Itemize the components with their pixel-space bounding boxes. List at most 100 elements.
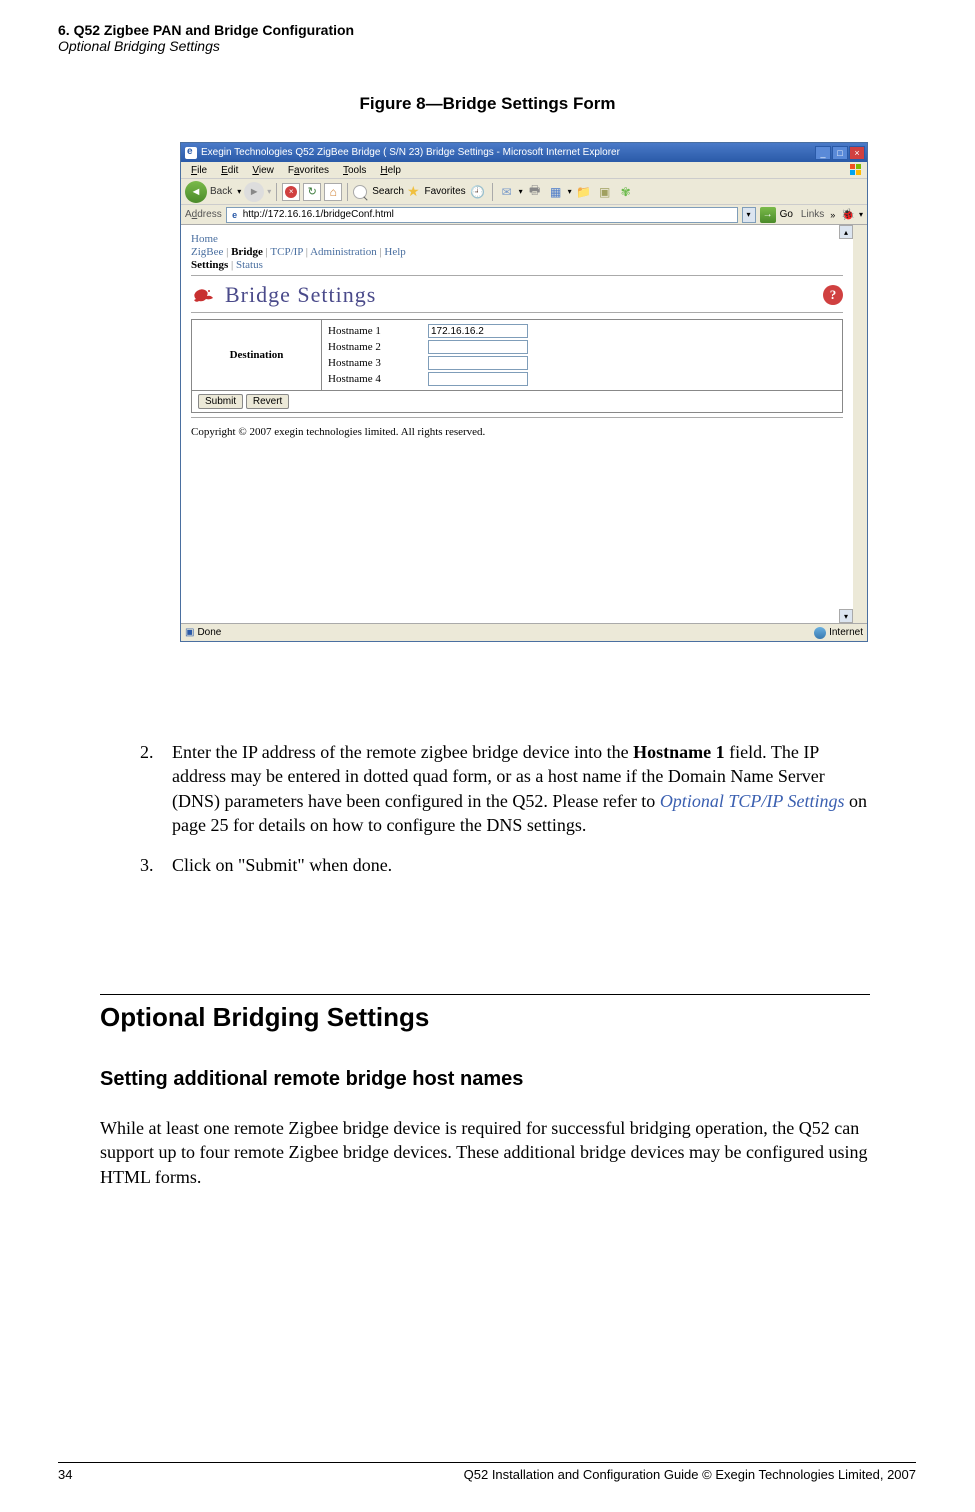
- done-text: Done: [197, 627, 221, 638]
- windows-logo-icon: [849, 163, 863, 177]
- url-text: http://172.16.16.1/bridgeConf.html: [243, 209, 394, 220]
- done-icon: ▣: [185, 627, 194, 638]
- address-dropdown[interactable]: ▾: [742, 207, 756, 223]
- divider: [191, 312, 843, 313]
- folder-icon[interactable]: 📁: [575, 183, 593, 201]
- links-label[interactable]: Links: [801, 209, 824, 220]
- nav-tcpip[interactable]: TCP/IP: [270, 246, 303, 258]
- revert-button[interactable]: Revert: [246, 394, 289, 409]
- figure-caption: Figure 8—Bridge Settings Form: [0, 94, 975, 114]
- window-title: Exegin Technologies Q52 ZigBee Bridge ( …: [201, 147, 620, 158]
- menubar: File Edit View Favorites Tools Help: [181, 162, 867, 179]
- edit-dropdown[interactable]: ▾: [568, 187, 572, 196]
- scroll-down-button[interactable]: ▾: [839, 609, 853, 623]
- page-icon: e: [229, 209, 241, 221]
- footer-text: Q52 Installation and Configuration Guide…: [464, 1467, 916, 1482]
- nav-zigbee[interactable]: ZigBee: [191, 246, 223, 258]
- nav-admin[interactable]: Administration: [310, 246, 377, 258]
- page-heading: Bridge Settings: [225, 282, 376, 308]
- messenger-icon[interactable]: ✾: [617, 183, 635, 201]
- heading-2: Setting additional remote bridge host na…: [100, 1068, 523, 1091]
- refresh-button[interactable]: ↻: [303, 183, 321, 201]
- print-icon[interactable]: 🖶: [526, 183, 544, 201]
- home-button[interactable]: ⌂: [324, 183, 342, 201]
- menu-tools[interactable]: Tools: [337, 165, 372, 176]
- favorites-label[interactable]: Favorites: [425, 186, 466, 197]
- nav-bridge[interactable]: Bridge: [231, 246, 263, 258]
- body-paragraph: While at least one remote Zigbee bridge …: [100, 1116, 870, 1189]
- fwd-dropdown[interactable]: ▾: [267, 187, 271, 196]
- step-3-text: Click on "Submit" when done.: [172, 853, 870, 877]
- button-cell: Submit Revert: [192, 391, 843, 413]
- hostname4-label: Hostname 4: [328, 373, 408, 385]
- browser-window: Exegin Technologies Q52 ZigBee Bridge ( …: [180, 142, 868, 642]
- edit-icon[interactable]: ▦: [547, 183, 565, 201]
- step-2: 2. Enter the IP address of the remote zi…: [140, 740, 870, 837]
- heading-1: Optional Bridging Settings: [100, 1002, 429, 1033]
- scroll-up-button[interactable]: ▴: [839, 225, 853, 239]
- hostname4-input[interactable]: [428, 372, 528, 386]
- address-box[interactable]: e http://172.16.16.1/bridgeConf.html: [226, 207, 738, 223]
- breadcrumb-row3: Settings | Status: [191, 259, 843, 271]
- breadcrumb-row1: Home: [191, 233, 843, 245]
- menu-favorites[interactable]: Favorites: [282, 165, 335, 176]
- nav-status[interactable]: Status: [236, 259, 263, 271]
- hostname3-label: Hostname 3: [328, 357, 408, 369]
- search-label[interactable]: Search: [372, 186, 404, 197]
- hostname2-input[interactable]: [428, 340, 528, 354]
- go-button[interactable]: →: [760, 207, 776, 223]
- step-list: 2. Enter the IP address of the remote zi…: [140, 740, 870, 893]
- step-2-number: 2.: [140, 740, 172, 837]
- section-rule: [100, 994, 870, 995]
- divider: [191, 417, 843, 418]
- links-chevron[interactable]: »: [830, 210, 835, 220]
- plugin-icon[interactable]: 🐞: [841, 208, 855, 221]
- nav-help[interactable]: Help: [384, 246, 405, 258]
- destination-label: Destination: [192, 320, 322, 391]
- nav-settings[interactable]: Settings: [191, 259, 228, 271]
- hostname-cell: Hostname 1 Hostname 2 Hostname 3 Ho: [322, 320, 843, 391]
- menu-view[interactable]: View: [246, 165, 280, 176]
- mail-dropdown[interactable]: ▾: [519, 187, 523, 196]
- running-header: 6. Q52 Zigbee PAN and Bridge Configurati…: [58, 22, 354, 54]
- addressbar: Address e http://172.16.16.1/bridgeConf.…: [181, 205, 867, 225]
- back-label: Back: [210, 186, 232, 197]
- separator: [492, 183, 493, 201]
- menu-file[interactable]: File: [185, 165, 213, 176]
- maximize-button[interactable]: □: [832, 146, 848, 160]
- chapter-title: 6. Q52 Zigbee PAN and Bridge Configurati…: [58, 22, 354, 38]
- toolbar: ◄ Back ▾ ► ▾ × ↻ ⌂ Search ★ Favorites 🕘 …: [181, 179, 867, 205]
- menu-edit[interactable]: Edit: [215, 165, 244, 176]
- hostname3-input[interactable]: [428, 356, 528, 370]
- history-icon[interactable]: 🕘: [469, 183, 487, 201]
- zone-text: Internet: [829, 627, 863, 638]
- discuss-icon[interactable]: ▣: [596, 183, 614, 201]
- plugin-dropdown[interactable]: ▾: [859, 210, 863, 219]
- divider: [191, 275, 843, 276]
- submit-button[interactable]: Submit: [198, 394, 243, 409]
- mail-icon[interactable]: ✉: [498, 183, 516, 201]
- step-2-text: Enter the IP address of the remote zigbe…: [172, 740, 870, 837]
- minimize-button[interactable]: _: [815, 146, 831, 160]
- content-area: ▴ ▾ Home ZigBee | Bridge | TCP/IP | Admi…: [181, 225, 867, 623]
- window-buttons: _ □ ×: [815, 146, 865, 160]
- hostname1-input[interactable]: [428, 324, 528, 338]
- back-button[interactable]: ◄: [185, 181, 207, 203]
- back-dropdown[interactable]: ▾: [237, 187, 241, 196]
- menu-help[interactable]: Help: [374, 165, 407, 176]
- page-heading-row: Bridge Settings ?: [191, 282, 843, 308]
- salamander-icon: [191, 284, 217, 306]
- titlebar: Exegin Technologies Q52 ZigBee Bridge ( …: [181, 143, 867, 162]
- tcpip-settings-link[interactable]: Optional TCP/IP Settings: [660, 791, 845, 811]
- page-content: Home ZigBee | Bridge | TCP/IP | Administ…: [181, 225, 853, 446]
- forward-button[interactable]: ►: [244, 182, 264, 202]
- globe-icon: [814, 627, 826, 639]
- statusbar: ▣ Done Internet: [181, 623, 867, 641]
- close-button[interactable]: ×: [849, 146, 865, 160]
- step-3-number: 3.: [140, 853, 172, 877]
- page-number: 34: [58, 1467, 72, 1482]
- hostname1-label: Hostname 1: [328, 325, 408, 337]
- help-icon[interactable]: ?: [823, 285, 843, 305]
- nav-home[interactable]: Home: [191, 233, 218, 245]
- stop-button[interactable]: ×: [282, 183, 300, 201]
